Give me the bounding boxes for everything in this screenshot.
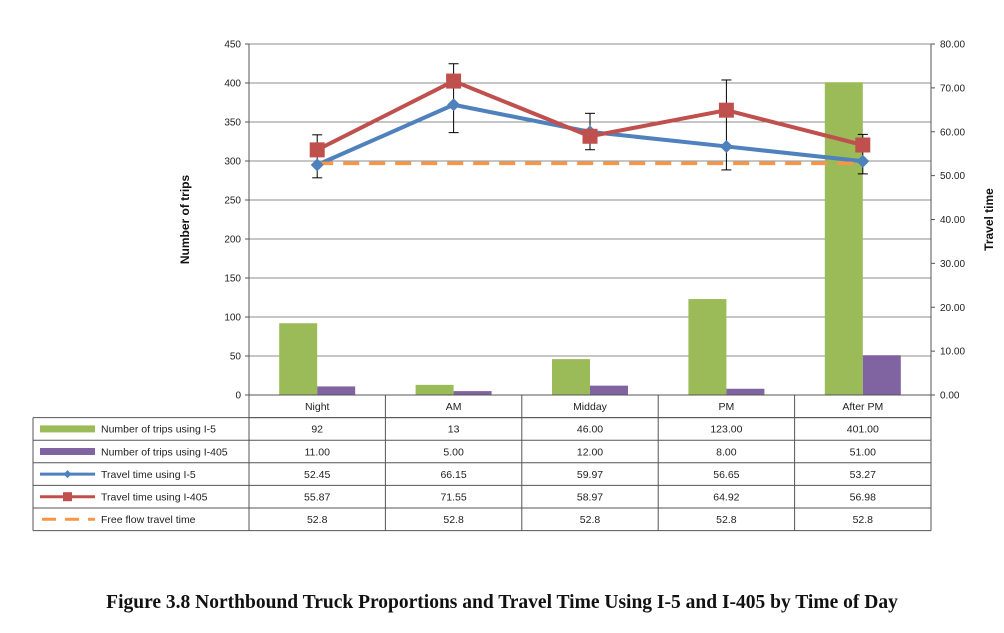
y-tick-label: 250: [224, 196, 241, 207]
table-cell: 52.45: [304, 469, 330, 481]
y2-tick-label: 40.00: [940, 215, 965, 226]
y-tick-label: 200: [224, 235, 241, 246]
bar: [688, 299, 727, 395]
y2-tick-label: 10.00: [940, 347, 965, 358]
bar: [453, 391, 492, 395]
bar: [824, 82, 863, 395]
y2-tick-label: 70.00: [940, 83, 965, 94]
table-cell: 52.8: [716, 514, 737, 526]
x-tick-label: Midday: [573, 401, 608, 413]
bar: [415, 384, 454, 395]
figure-caption: Figure 3.8 Northbound Truck Proportions …: [106, 592, 898, 613]
bar: [552, 359, 590, 395]
y-tick-label: 150: [224, 274, 241, 285]
bar: [590, 385, 628, 395]
data-point: [582, 128, 598, 144]
legend-label: Travel time using I-405: [101, 492, 208, 504]
x-tick-label: AM: [446, 401, 462, 413]
table-cell: 71.55: [440, 492, 466, 504]
y-tick-label: 350: [224, 118, 241, 129]
table-cell: 5.00: [443, 446, 464, 458]
table-cell: 64.92: [713, 492, 739, 504]
table-cell: 53.27: [850, 469, 876, 481]
legend-key-marker: [63, 470, 72, 479]
legend-key-marker: [63, 492, 72, 502]
table-cell: 56.98: [850, 492, 876, 504]
table-cell: 59.97: [577, 469, 603, 481]
table-cell: 52.8: [443, 514, 464, 526]
data-point: [718, 102, 734, 118]
bar: [279, 323, 318, 395]
y2-axis-title: Travel time: [982, 188, 996, 251]
x-tick-label: Night: [305, 401, 330, 413]
legend-label: Free flow travel time: [101, 514, 196, 526]
legend-key: [40, 425, 95, 433]
table-cell: 55.87: [304, 492, 330, 504]
y-tick-label: 50: [230, 352, 242, 363]
data-point: [446, 73, 462, 89]
data-point: [310, 158, 324, 172]
y2-tick-label: 80.00: [940, 40, 965, 51]
table-cell: 66.15: [440, 469, 466, 481]
table-cell: 8.00: [716, 446, 737, 458]
legend-key: [40, 448, 95, 455]
table-cell: 52.8: [580, 514, 601, 526]
table-cell: 123.00: [710, 424, 742, 436]
bar: [862, 355, 901, 395]
combo-chart: 0 50 100 150 200 250 300 350 400 450 0.00 10.00 20.0…: [32, 40, 996, 532]
y2-tick-label: 0.00: [940, 391, 960, 402]
table-cell: 46.00: [577, 424, 603, 436]
y-tick-label: 300: [224, 157, 241, 168]
table-cell: 11.00: [304, 446, 330, 458]
table-cell: 51.00: [850, 446, 876, 458]
y2-tick-label: 60.00: [940, 127, 965, 138]
data-point: [309, 142, 325, 158]
y-tick-label: 400: [224, 79, 241, 90]
data-point: [447, 98, 461, 112]
bar: [317, 386, 356, 395]
table-cell: 13: [448, 424, 460, 436]
y-axis-title: Number of trips: [178, 175, 192, 265]
table-cell: 92: [311, 424, 323, 436]
legend-label: Number of trips using I-405: [101, 446, 228, 458]
data-point: [855, 137, 871, 153]
y2-tick-label: 20.00: [940, 303, 965, 314]
table-cell: 58.97: [577, 492, 603, 504]
legend-label: Travel time using I-5: [101, 469, 196, 481]
y-tick-label: 0: [235, 391, 241, 402]
table-cell: 52.8: [853, 514, 874, 526]
x-tick-label: PM: [719, 401, 735, 413]
y2-tick-label: 30.00: [940, 259, 965, 270]
y2-tick-label: 50.00: [940, 171, 965, 182]
x-tick-label: After PM: [842, 401, 883, 413]
y-tick-label: 450: [224, 40, 241, 51]
y-tick-label: 100: [224, 313, 241, 324]
table-cell: 12.00: [577, 446, 603, 458]
bar: [726, 388, 765, 395]
table-cell: 52.8: [307, 514, 328, 526]
data-point: [856, 154, 870, 168]
legend-label: Number of trips using I-5: [101, 424, 216, 436]
table-cell: 56.65: [713, 469, 739, 481]
data-point: [719, 139, 733, 153]
table-cell: 401.00: [847, 424, 879, 436]
